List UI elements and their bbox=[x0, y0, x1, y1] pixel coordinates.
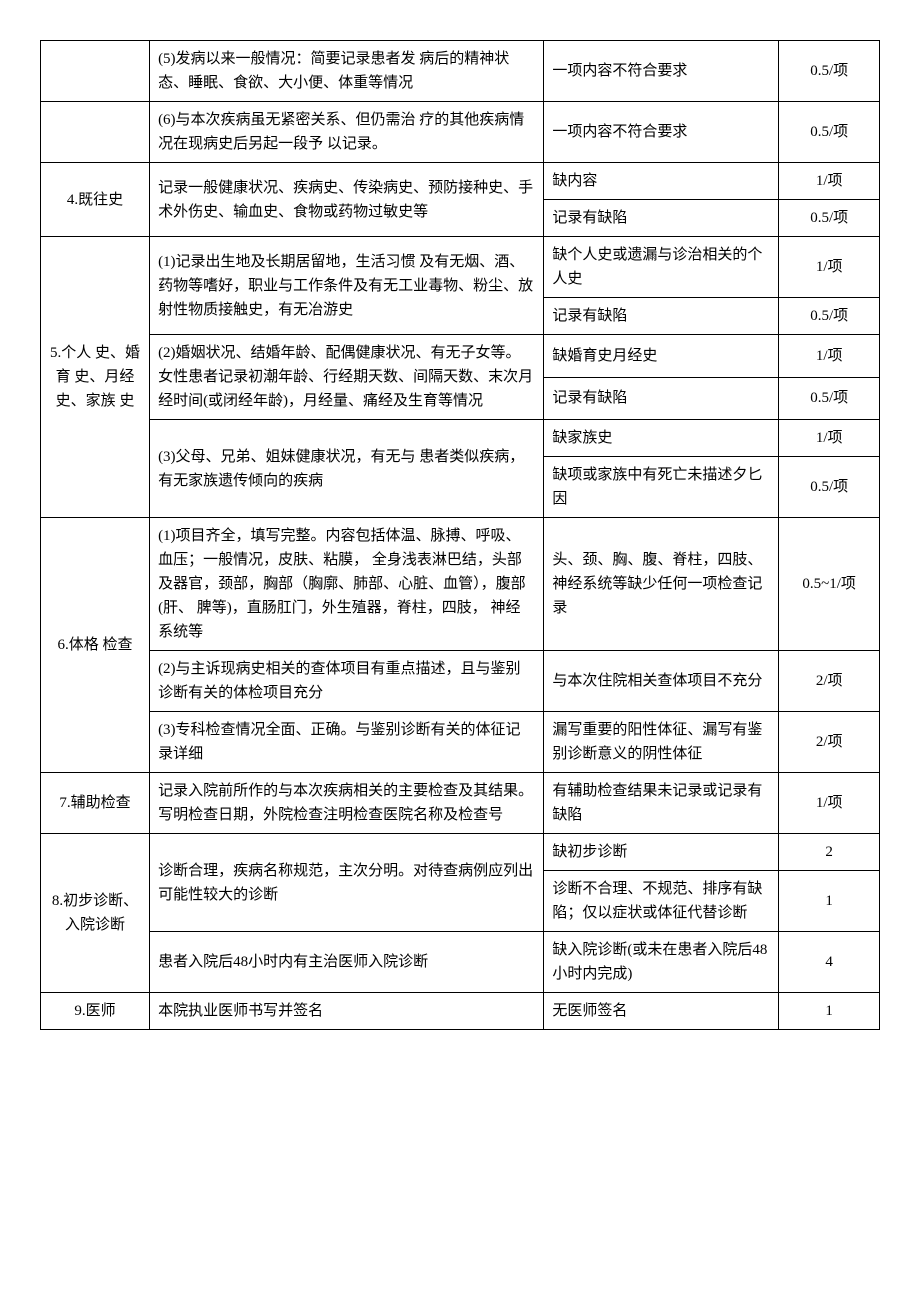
score-cell: 0.5/项 bbox=[779, 200, 880, 237]
criteria-cell: (1)记录出生地及长期居留地，生活习惯 及有无烟、酒、药物等嗜好，职业与工作条件… bbox=[150, 237, 544, 335]
table-row: 患者入院后48小时内有主治医师入院诊断缺入院诊断(或未在患者入院后48小时内完成… bbox=[41, 932, 880, 993]
criteria-cell: (2)与主诉现病史相关的查体项目有重点描述，且与鉴别诊断有关的体检项目充分 bbox=[150, 651, 544, 712]
criteria-cell: (1)项目齐全，填写完整。内容包括体温、脉搏、呼吸、血压；一般情况，皮肤、粘膜，… bbox=[150, 518, 544, 651]
criteria-cell: 记录一般健康状况、疾病史、传染病史、预防接种史、手术外伤史、输血史、食物或药物过… bbox=[150, 163, 544, 237]
score-cell: 0.5/项 bbox=[779, 298, 880, 335]
defect-cell: 与本次住院相关查体项目不充分 bbox=[544, 651, 779, 712]
defect-cell: 记录有缺陷 bbox=[544, 298, 779, 335]
table-row: (6)与本次疾病虽无紧密关系、但仍需治 疗的其他疾病情况在现病史后另起一段予 以… bbox=[41, 102, 880, 163]
score-cell: 2/项 bbox=[779, 651, 880, 712]
criteria-cell: 记录入院前所作的与本次疾病相关的主要检查及其结果。写明检查日期，外院检查注明检查… bbox=[150, 773, 544, 834]
category-cell: 8.初步诊断、入院诊断 bbox=[41, 834, 150, 993]
defect-cell: 一项内容不符合要求 bbox=[544, 41, 779, 102]
table-row: 8.初步诊断、入院诊断诊断合理，疾病名称规范，主次分明。对待查病例应列出可能性较… bbox=[41, 834, 880, 871]
score-cell: 1/项 bbox=[779, 773, 880, 834]
score-cell: 0.5/项 bbox=[779, 377, 880, 420]
defect-cell: 缺初步诊断 bbox=[544, 834, 779, 871]
score-cell: 1/项 bbox=[779, 335, 880, 378]
defect-cell: 缺入院诊断(或未在患者入院后48小时内完成) bbox=[544, 932, 779, 993]
score-cell: 0.5/项 bbox=[779, 457, 880, 518]
table-row: 5.个人 史、婚育 史、月经 史、家族 史(1)记录出生地及长期居留地，生活习惯… bbox=[41, 237, 880, 298]
criteria-cell: 患者入院后48小时内有主治医师入院诊断 bbox=[150, 932, 544, 993]
category-cell bbox=[41, 41, 150, 102]
defect-cell: 有辅助检查结果未记录或记录有缺陷 bbox=[544, 773, 779, 834]
criteria-cell: (3)专科检查情况全面、正确。与鉴别诊断有关的体征记录详细 bbox=[150, 712, 544, 773]
defect-cell: 记录有缺陷 bbox=[544, 377, 779, 420]
score-cell: 1/项 bbox=[779, 420, 880, 457]
table-row: (5)发病以来一般情况：简要记录患者发 病后的精神状态、睡眠、食欲、大小便、体重… bbox=[41, 41, 880, 102]
table-row: (2)婚姻状况、结婚年龄、配偶健康状况、有无子女等。女性患者记录初潮年龄、行经期… bbox=[41, 335, 880, 378]
category-cell: 5.个人 史、婚育 史、月经 史、家族 史 bbox=[41, 237, 150, 518]
score-cell: 2 bbox=[779, 834, 880, 871]
defect-cell: 缺个人史或遗漏与诊治相关的个人史 bbox=[544, 237, 779, 298]
criteria-cell: (6)与本次疾病虽无紧密关系、但仍需治 疗的其他疾病情况在现病史后另起一段予 以… bbox=[150, 102, 544, 163]
criteria-cell: (3)父母、兄弟、姐妹健康状况，有无与 患者类似疾病，有无家族遗传倾向的疾病 bbox=[150, 420, 544, 518]
criteria-cell: 本院执业医师书写并签名 bbox=[150, 993, 544, 1030]
score-cell: 0.5/项 bbox=[779, 102, 880, 163]
criteria-cell: 诊断合理，疾病名称规范，主次分明。对待查病例应列出可能性较大的诊断 bbox=[150, 834, 544, 932]
table-row: (3)专科检查情况全面、正确。与鉴别诊断有关的体征记录详细漏写重要的阳性体征、漏… bbox=[41, 712, 880, 773]
category-cell: 9.医师 bbox=[41, 993, 150, 1030]
defect-cell: 漏写重要的阳性体征、漏写有鉴别诊断意义的阴性体征 bbox=[544, 712, 779, 773]
defect-cell: 无医师签名 bbox=[544, 993, 779, 1030]
score-cell: 2/项 bbox=[779, 712, 880, 773]
table-row: (2)与主诉现病史相关的查体项目有重点描述，且与鉴别诊断有关的体检项目充分与本次… bbox=[41, 651, 880, 712]
defect-cell: 缺家族史 bbox=[544, 420, 779, 457]
score-cell: 1 bbox=[779, 871, 880, 932]
score-cell: 0.5/项 bbox=[779, 41, 880, 102]
table-row: 6.体格 检查(1)项目齐全，填写完整。内容包括体温、脉搏、呼吸、血压；一般情况… bbox=[41, 518, 880, 651]
defect-cell: 一项内容不符合要求 bbox=[544, 102, 779, 163]
table-row: 9.医师本院执业医师书写并签名无医师签名1 bbox=[41, 993, 880, 1030]
score-cell: 0.5~1/项 bbox=[779, 518, 880, 651]
criteria-cell: (2)婚姻状况、结婚年龄、配偶健康状况、有无子女等。女性患者记录初潮年龄、行经期… bbox=[150, 335, 544, 420]
category-cell: 6.体格 检查 bbox=[41, 518, 150, 773]
category-cell bbox=[41, 102, 150, 163]
category-cell: 7.辅助检查 bbox=[41, 773, 150, 834]
defect-cell: 缺内容 bbox=[544, 163, 779, 200]
criteria-cell: (5)发病以来一般情况：简要记录患者发 病后的精神状态、睡眠、食欲、大小便、体重… bbox=[150, 41, 544, 102]
defect-cell: 缺项或家族中有死亡未描述夕匕因 bbox=[544, 457, 779, 518]
defect-cell: 记录有缺陷 bbox=[544, 200, 779, 237]
score-cell: 1/项 bbox=[779, 237, 880, 298]
defect-cell: 缺婚育史月经史 bbox=[544, 335, 779, 378]
score-cell: 1/项 bbox=[779, 163, 880, 200]
score-cell: 4 bbox=[779, 932, 880, 993]
category-cell: 4.既往史 bbox=[41, 163, 150, 237]
defect-cell: 诊断不合理、不规范、排序有缺陷；仅以症状或体征代替诊断 bbox=[544, 871, 779, 932]
table-row: 7.辅助检查记录入院前所作的与本次疾病相关的主要检查及其结果。写明检查日期，外院… bbox=[41, 773, 880, 834]
score-cell: 1 bbox=[779, 993, 880, 1030]
table-row: (3)父母、兄弟、姐妹健康状况，有无与 患者类似疾病，有无家族遗传倾向的疾病缺家… bbox=[41, 420, 880, 457]
evaluation-table: (5)发病以来一般情况：简要记录患者发 病后的精神状态、睡眠、食欲、大小便、体重… bbox=[40, 40, 880, 1030]
table-row: 4.既往史记录一般健康状况、疾病史、传染病史、预防接种史、手术外伤史、输血史、食… bbox=[41, 163, 880, 200]
defect-cell: 头、颈、胸、腹、脊柱，四肢、神经系统等缺少任何一项检查记录 bbox=[544, 518, 779, 651]
